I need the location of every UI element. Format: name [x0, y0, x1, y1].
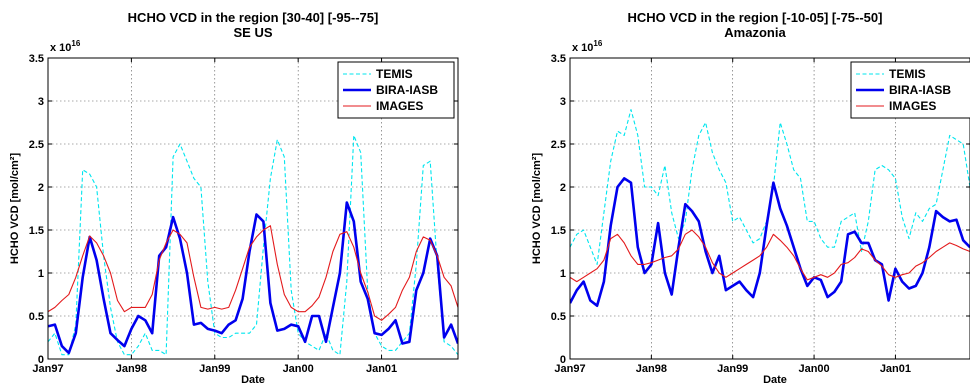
axes-frame: [47, 57, 459, 360]
axes-frame: [569, 57, 970, 360]
x-tick-label: Jan97: [554, 363, 585, 375]
y-multiplier-label: x 1016: [572, 39, 603, 54]
y-tick-label: 0.5: [551, 311, 566, 323]
x-axis-label: Date: [241, 374, 265, 386]
y-tick-label: 1: [38, 268, 44, 280]
series-line-images: [48, 225, 458, 321]
chart-panel-1: Jan97 Jan98 Jan99 Jan00 Jan01 0 0.5 1 1.5 2 2.5 3 3.…: [9, 10, 459, 386]
y-tick-label: 3.5: [29, 53, 44, 65]
y-tick-label: 2.5: [29, 139, 44, 151]
legend-label: BIRA-IASB: [376, 83, 438, 97]
series-line-bira-iasb: [570, 177, 970, 308]
chart-title: HCHO VCD in the region [30-40] [-95--75]: [128, 10, 379, 25]
legend: TEMIS BIRA-IASB IMAGES: [337, 61, 455, 119]
y-tick-label: 1.5: [29, 225, 44, 237]
series-line-bira-iasb: [48, 201, 458, 355]
grid-lines: [48, 58, 458, 359]
chart-panel-2: Jan97 Jan98 Jan99 Jan00 Jan01 0 0.5 1 1.5 2 2.5 3 3.…: [531, 10, 970, 386]
x-tick-label: Jan01: [366, 363, 397, 375]
legend-label: IMAGES: [376, 99, 423, 113]
legend-label: BIRA-IASB: [889, 83, 951, 97]
x-tick-label: Jan01: [880, 363, 911, 375]
series-line-images: [570, 229, 970, 283]
chart-subtitle: SE US: [233, 25, 272, 40]
chart-subtitle: Amazonia: [724, 25, 786, 40]
series-line-temis: [48, 134, 458, 356]
y-axis-label: HCHO VCD [mol/cm²]: [9, 153, 21, 265]
y-tick-label: 3: [560, 96, 566, 108]
x-tick-label: Jan99: [717, 363, 748, 375]
y-tick-label: 3.5: [551, 53, 566, 65]
x-tick-label: Jan00: [798, 363, 829, 375]
series-lines: [48, 134, 458, 356]
x-tick-label: Jan99: [199, 363, 230, 375]
y-tick-label: 2: [560, 182, 566, 194]
y-tick-label: 3: [38, 96, 44, 108]
x-tick-label: Jan97: [32, 363, 63, 375]
legend: TEMIS BIRA-IASB IMAGES: [850, 61, 970, 119]
y-tick-label: 0: [560, 354, 566, 366]
y-tick-label: 2.5: [551, 139, 566, 151]
y-tick-label: 0: [38, 354, 44, 366]
y-tick-label: 1: [560, 268, 566, 280]
y-multiplier-label: x 1016: [50, 39, 81, 54]
legend-label: IMAGES: [889, 99, 936, 113]
y-axis-label: HCHO VCD [mol/cm²]: [531, 153, 543, 265]
x-tick-label: Jan98: [636, 363, 667, 375]
chart-title: HCHO VCD in the region [-10-05] [-75--50…: [628, 10, 883, 25]
y-tick-label: 0.5: [29, 311, 44, 323]
x-tick-label: Jan98: [116, 363, 147, 375]
series-lines: [570, 109, 970, 308]
y-tick-label: 2: [38, 182, 44, 194]
legend-label: TEMIS: [376, 67, 413, 81]
x-tick-label: Jan00: [283, 363, 314, 375]
legend-label: TEMIS: [889, 67, 926, 81]
y-tick-label: 1.5: [551, 225, 566, 237]
x-axis-label: Date: [763, 374, 787, 386]
